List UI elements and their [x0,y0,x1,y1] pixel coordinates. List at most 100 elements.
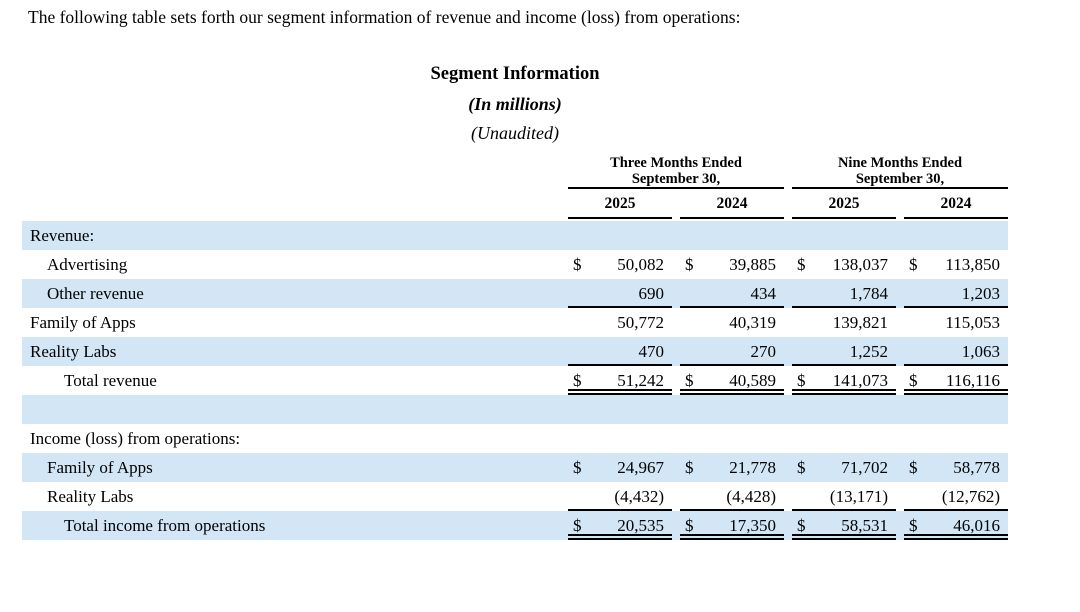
value-cell [568,221,672,250]
table-row [22,395,1008,424]
column-gutter [896,424,904,453]
value-cell: $58,531 [792,511,896,540]
table-body: Revenue: Advertising $50,082 $39,885 $138,03… [22,221,1008,540]
cell-value: (12,762) [941,487,1000,506]
cell-value: 46,016 [953,516,1000,535]
header-label-spacer [22,189,568,219]
cell-value: 20,535 [617,516,664,535]
table-row: Reality Labs (4,432) (4,428) (13,171) (12,76… [22,482,1008,511]
value-cell: $39,885 [680,250,784,279]
value-cell [680,221,784,250]
value-cell: $116,116 [904,366,1008,395]
value-cell: (13,171) [792,482,896,511]
cell-value: 139,821 [832,313,888,332]
value-cell: $138,037 [792,250,896,279]
column-gutter [672,395,680,424]
column-group-line1: Nine Months Ended [837,155,963,171]
year-column-header: 2024 [904,189,1008,219]
table-row: Advertising $50,082 $39,885 $138,037 $113,85… [22,250,1008,279]
dollar-sign: $ [573,371,582,390]
value-cell: $51,242 [568,366,672,395]
table-row: Family of Apps 50,772 40,319 139,821 115,053 [22,308,1008,337]
value-cell: 1,063 [904,337,1008,366]
row-label: Reality Labs [30,342,117,361]
cell-value: 39,885 [729,255,776,274]
value-cell: 139,821 [792,308,896,337]
value-cell: $71,702 [792,453,896,482]
value-cell [792,424,896,453]
column-gutter [896,395,904,424]
year-column-header: 2025 [568,189,672,219]
dollar-sign: $ [909,516,918,535]
cell-value: 1,784 [849,284,888,303]
cell-value: 24,967 [617,458,664,477]
column-gutter [784,337,792,366]
table-title: Segment Information [430,64,600,84]
value-cell: 434 [680,279,784,308]
column-group-three-months: Three Months Ended September 30, [568,152,784,189]
cell-value: 40,589 [729,371,776,390]
dollar-sign: $ [797,516,806,535]
dollar-sign: $ [797,255,806,274]
value-cell: $113,850 [904,250,1008,279]
value-cell: $20,535 [568,511,672,540]
value-cell [792,221,896,250]
value-cell [680,424,784,453]
row-label: Family of Apps [30,313,136,332]
column-gutter [784,308,792,337]
dollar-sign: $ [797,371,806,390]
header-label-spacer [22,152,568,189]
column-gutter [896,511,904,540]
cell-value: 116,116 [946,371,1000,390]
value-cell: $40,589 [680,366,784,395]
table-units-note: (In millions) [468,93,562,114]
dollar-sign: $ [573,516,582,535]
column-gutter [784,482,792,511]
value-cell [568,424,672,453]
column-gutter [896,482,904,511]
value-cell [792,395,896,424]
column-gutter [672,424,680,453]
cell-value: 434 [750,284,777,303]
dollar-sign: $ [573,255,582,274]
cell-value: 1,203 [961,284,1000,303]
table-header-year-row: 2025 2024 2025 2024 [22,189,1008,219]
table-row: Revenue: [22,221,1008,250]
row-label: Advertising [47,255,128,274]
table-row: Family of Apps $24,967 $21,778 $71,702 $58,7… [22,453,1008,482]
column-gutter [784,424,792,453]
dollar-sign: $ [685,371,694,390]
cell-value: 1,252 [849,342,888,361]
row-label: Income (loss) from operations: [30,429,241,448]
dollar-sign: $ [685,255,694,274]
value-cell: $141,073 [792,366,896,395]
value-cell: 40,319 [680,308,784,337]
cell-value: 71,702 [841,458,888,477]
column-group-line2: September 30, [631,171,721,187]
value-cell: 1,784 [792,279,896,308]
value-cell: $50,082 [568,250,672,279]
cell-value: 40,319 [729,313,776,332]
column-gutter [896,453,904,482]
value-cell [904,395,1008,424]
table-row: Other revenue 690 434 1,784 1,203 [22,279,1008,308]
cell-value: 270 [750,342,777,361]
table-header-group-row: Three Months Ended September 30, Nine Mo… [22,152,1008,189]
row-label: Total revenue [64,371,157,390]
value-cell: 470 [568,337,672,366]
intro-text: The following table sets forth our segme… [28,7,741,27]
column-gutter [784,511,792,540]
cell-value: 58,531 [841,516,888,535]
cell-value: 138,037 [832,255,888,274]
column-group-nine-months: Nine Months Ended September 30, [792,152,1008,189]
cell-value: (4,432) [614,487,664,506]
value-cell: 1,203 [904,279,1008,308]
column-gutter [672,189,680,219]
column-gutter [896,366,904,395]
column-gutter [784,221,792,250]
column-gutter [672,511,680,540]
value-cell: 690 [568,279,672,308]
value-cell [904,424,1008,453]
dollar-sign: $ [909,458,918,477]
column-gutter [672,337,680,366]
